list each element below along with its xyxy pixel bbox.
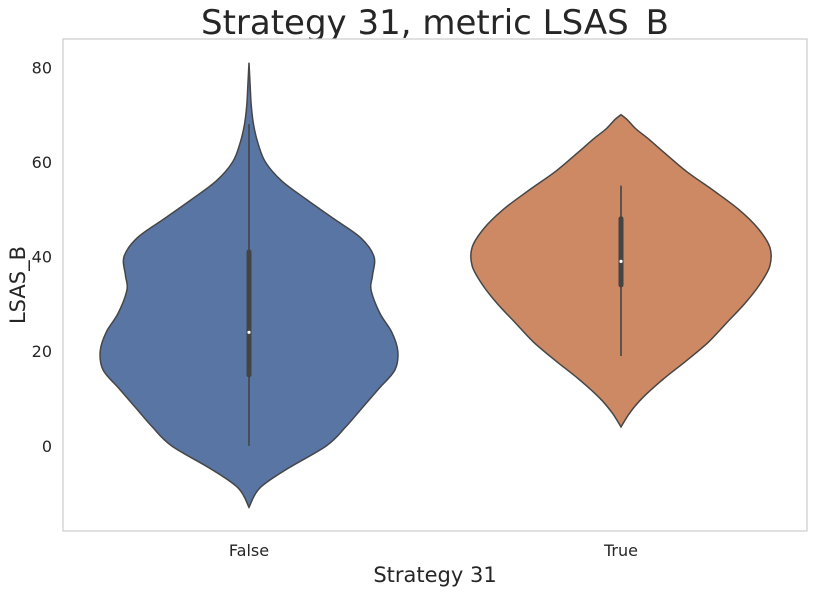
x-tick-label: True: [603, 541, 638, 560]
y-tick-label: 40: [32, 248, 52, 267]
x-axis-ticks: False True: [229, 541, 638, 560]
chart-title: Strategy 31, metric LSAS_B: [201, 3, 669, 43]
y-axis-ticks: 0 20 40 60 80: [32, 58, 52, 455]
x-axis-label: Strategy 31: [373, 563, 496, 587]
y-tick-label: 60: [32, 153, 52, 172]
y-tick-label: 0: [42, 437, 52, 456]
violin-group: [99, 62, 772, 509]
y-tick-label: 20: [32, 342, 52, 361]
x-tick-label: False: [229, 541, 269, 560]
y-axis-label: LSAS_B: [6, 246, 31, 324]
y-tick-label: 80: [32, 58, 52, 77]
median-marker: [619, 259, 623, 263]
median-marker: [247, 330, 251, 334]
